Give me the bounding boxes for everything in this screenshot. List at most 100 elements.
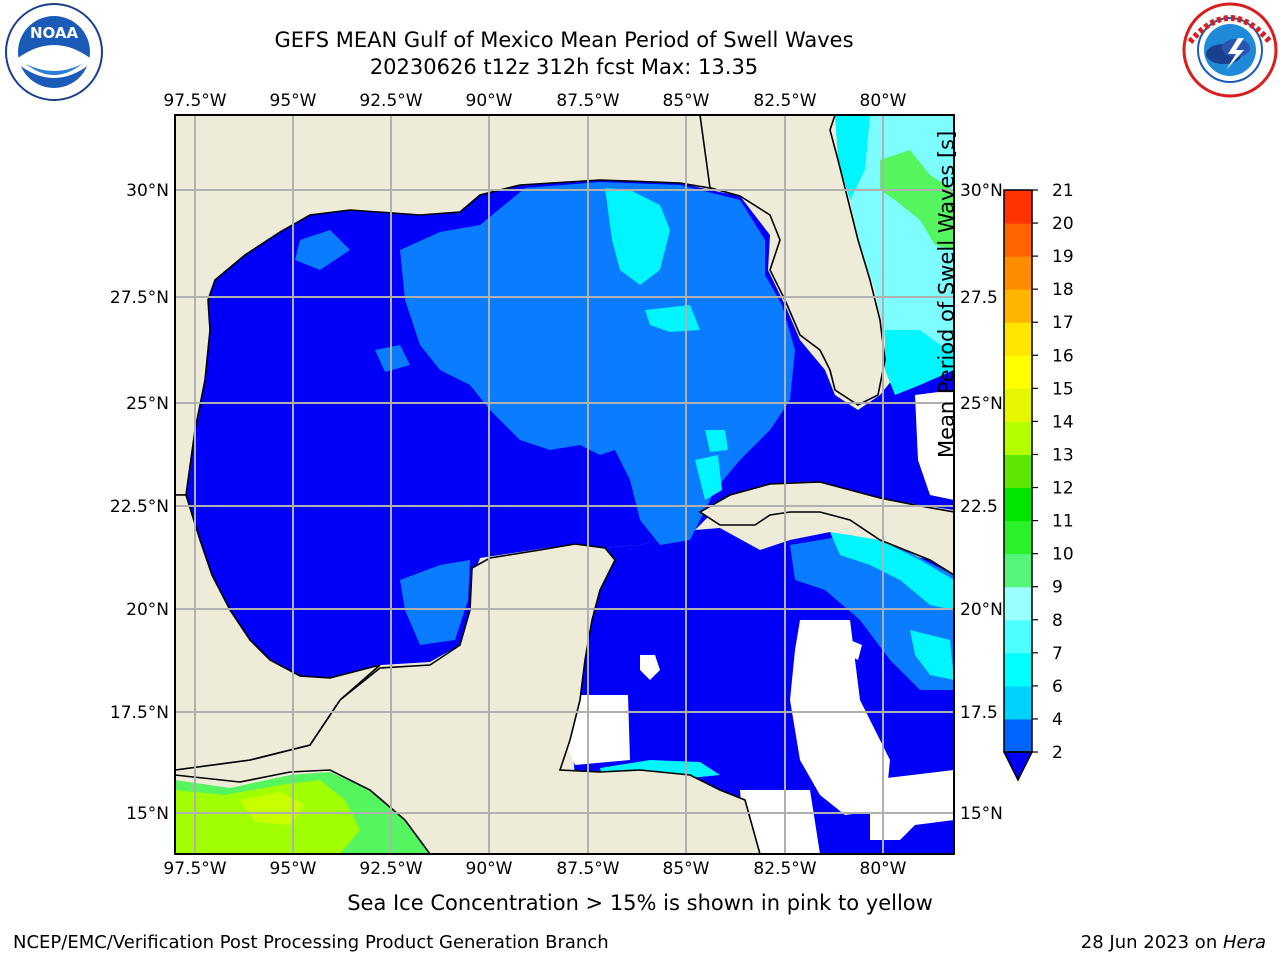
lon-label-bottom: 90°W — [466, 859, 513, 879]
lat-label-left: 22.5°N — [110, 497, 169, 517]
lon-label-bottom: 87.5°W — [556, 859, 619, 879]
no-data-area — [870, 770, 954, 840]
colorbar-band — [1004, 322, 1032, 356]
gulf-mid-period-region — [400, 182, 795, 545]
lat-label-left: 20°N — [126, 600, 169, 620]
colorbar-tick-label: 20 — [1052, 214, 1074, 234]
caribbean-cyan — [910, 630, 954, 680]
footer-credit: NCEP/EMC/Verification Post Processing Pr… — [13, 932, 609, 953]
colorbar-tick-label: 12 — [1052, 479, 1074, 499]
colorbar-tick-label: 7 — [1052, 644, 1063, 664]
no-data-area — [790, 620, 890, 815]
colorbar-tick-label: 17 — [1052, 313, 1074, 333]
colorbar-frame — [1003, 189, 1033, 753]
no-data-area — [915, 390, 954, 500]
colorbar-tick-label: 16 — [1052, 346, 1074, 366]
gulf-mid-period-patch — [295, 230, 350, 270]
nws-logo — [1180, 2, 1280, 102]
lon-label-bottom: 82.5°W — [753, 859, 816, 879]
colorbar-tick-label: 11 — [1052, 512, 1074, 532]
lat-label-right: 17.5 — [960, 703, 998, 723]
chart-title: GEFS MEAN Gulf of Mexico Mean Period of … — [274, 28, 854, 52]
lon-label-top: 97.5°W — [163, 91, 226, 111]
colorbar-tick-label: 8 — [1052, 611, 1063, 631]
colorbar-tick-label: 6 — [1052, 677, 1063, 697]
colorbar-band — [1004, 553, 1032, 588]
colorbar-tick-label: 21 — [1052, 181, 1074, 201]
lon-label-top: 85°W — [663, 91, 710, 111]
colorbar-band — [1004, 454, 1032, 489]
lat-label-right: 30°N — [960, 181, 1003, 201]
lat-label-right: 25°N — [960, 394, 1003, 414]
map-gridlines — [175, 115, 954, 854]
lat-label-left: 15°N — [126, 804, 169, 824]
lon-label-bottom: 97.5°W — [163, 859, 226, 879]
lat-label-left: 17.5°N — [110, 703, 169, 723]
colorbar-tick-label: 13 — [1052, 445, 1074, 465]
colorbar-band — [1004, 388, 1032, 422]
footer-date-text: 28 Jun 2023 on — [1080, 932, 1223, 953]
ice-note: Sea Ice Concentration > 15% is shown in … — [347, 891, 933, 915]
lat-label-left: 30°N — [126, 181, 169, 201]
map-frame — [174, 114, 955, 855]
colorbar-band — [1004, 619, 1032, 654]
colorbar-band — [1004, 256, 1032, 290]
colorbar-tick-label: 10 — [1052, 545, 1074, 565]
colorbar-band — [1004, 718, 1032, 753]
footer-date: 28 Jun 2023 on Hera — [1081, 932, 1266, 953]
colorbar-band — [1004, 421, 1032, 455]
lat-label-right: 22.5 — [960, 497, 998, 517]
lat-label-right: 27.5 — [960, 288, 998, 308]
colorbar-band — [1004, 652, 1032, 687]
gulf-cyan-patch — [695, 455, 722, 500]
lat-label-right: 20°N — [960, 600, 1003, 620]
gulf-mid-period-patch — [375, 345, 410, 372]
lon-label-top: 92.5°W — [359, 91, 422, 111]
pacific-yellow-green — [240, 792, 305, 825]
lon-label-bottom: 80°W — [860, 859, 907, 879]
lon-label-top: 87.5°W — [556, 91, 619, 111]
chart-subtitle: 20230626 t12z 312h fcst Max: 13.35 — [369, 55, 759, 79]
noaa-logo: NOAA — [4, 2, 104, 102]
colorbar-band — [1004, 487, 1032, 522]
lon-label-top: 95°W — [270, 91, 317, 111]
colorbar-band — [1004, 685, 1032, 720]
lon-label-top: 90°W — [466, 91, 513, 111]
no-data-area — [848, 640, 862, 660]
caribbean-cyan — [830, 532, 954, 610]
colorbar-tick-label: 4 — [1052, 710, 1063, 730]
no-data-area — [640, 655, 660, 680]
colorbar-extend-arrow — [1002, 751, 1034, 782]
colorbar-band — [1004, 190, 1032, 224]
footer-machine: Hera — [1222, 932, 1266, 953]
colorbar: 2 4 6 7 8 9 10 11 12 13 14 15 16 17 18 19 20 21 — [1002, 181, 1074, 782]
colorbar-label: Mean Period of Swell Waves [s] — [934, 130, 959, 458]
lat-label-left: 27.5°N — [110, 288, 169, 308]
lon-label-bottom: 95°W — [270, 859, 317, 879]
colorbar-tick-label: 14 — [1052, 412, 1074, 432]
colorbar-tick-label: 19 — [1052, 247, 1074, 267]
colorbar-band — [1004, 355, 1032, 389]
gulf-cyan-patch — [605, 188, 670, 285]
lon-label-bottom: 92.5°W — [359, 859, 422, 879]
mexico-gulf-coast — [175, 494, 381, 771]
colorbar-band — [1004, 520, 1032, 555]
colorbar-tick-label: 18 — [1052, 280, 1074, 300]
lon-label-top: 80°W — [860, 91, 907, 111]
colorbar-tick-label: 2 — [1052, 743, 1063, 763]
colorbar-band — [1004, 223, 1032, 257]
noaa-logo-text: NOAA — [30, 24, 79, 42]
atlantic-green — [880, 150, 954, 250]
lat-label-right: 15°N — [960, 804, 1003, 824]
colorbar-band — [1004, 289, 1032, 323]
no-data-area — [740, 790, 820, 854]
gulf-mid-period-patch — [400, 560, 470, 645]
lon-label-bottom: 85°W — [663, 859, 710, 879]
atlantic-cyan — [885, 330, 954, 395]
colorbar-tick-label: 15 — [1052, 379, 1074, 399]
us-gulf-coast — [175, 115, 711, 496]
gulf-cyan-patch — [705, 430, 728, 452]
florida-peninsula — [699, 115, 886, 406]
lat-label-left: 25°N — [126, 394, 169, 414]
